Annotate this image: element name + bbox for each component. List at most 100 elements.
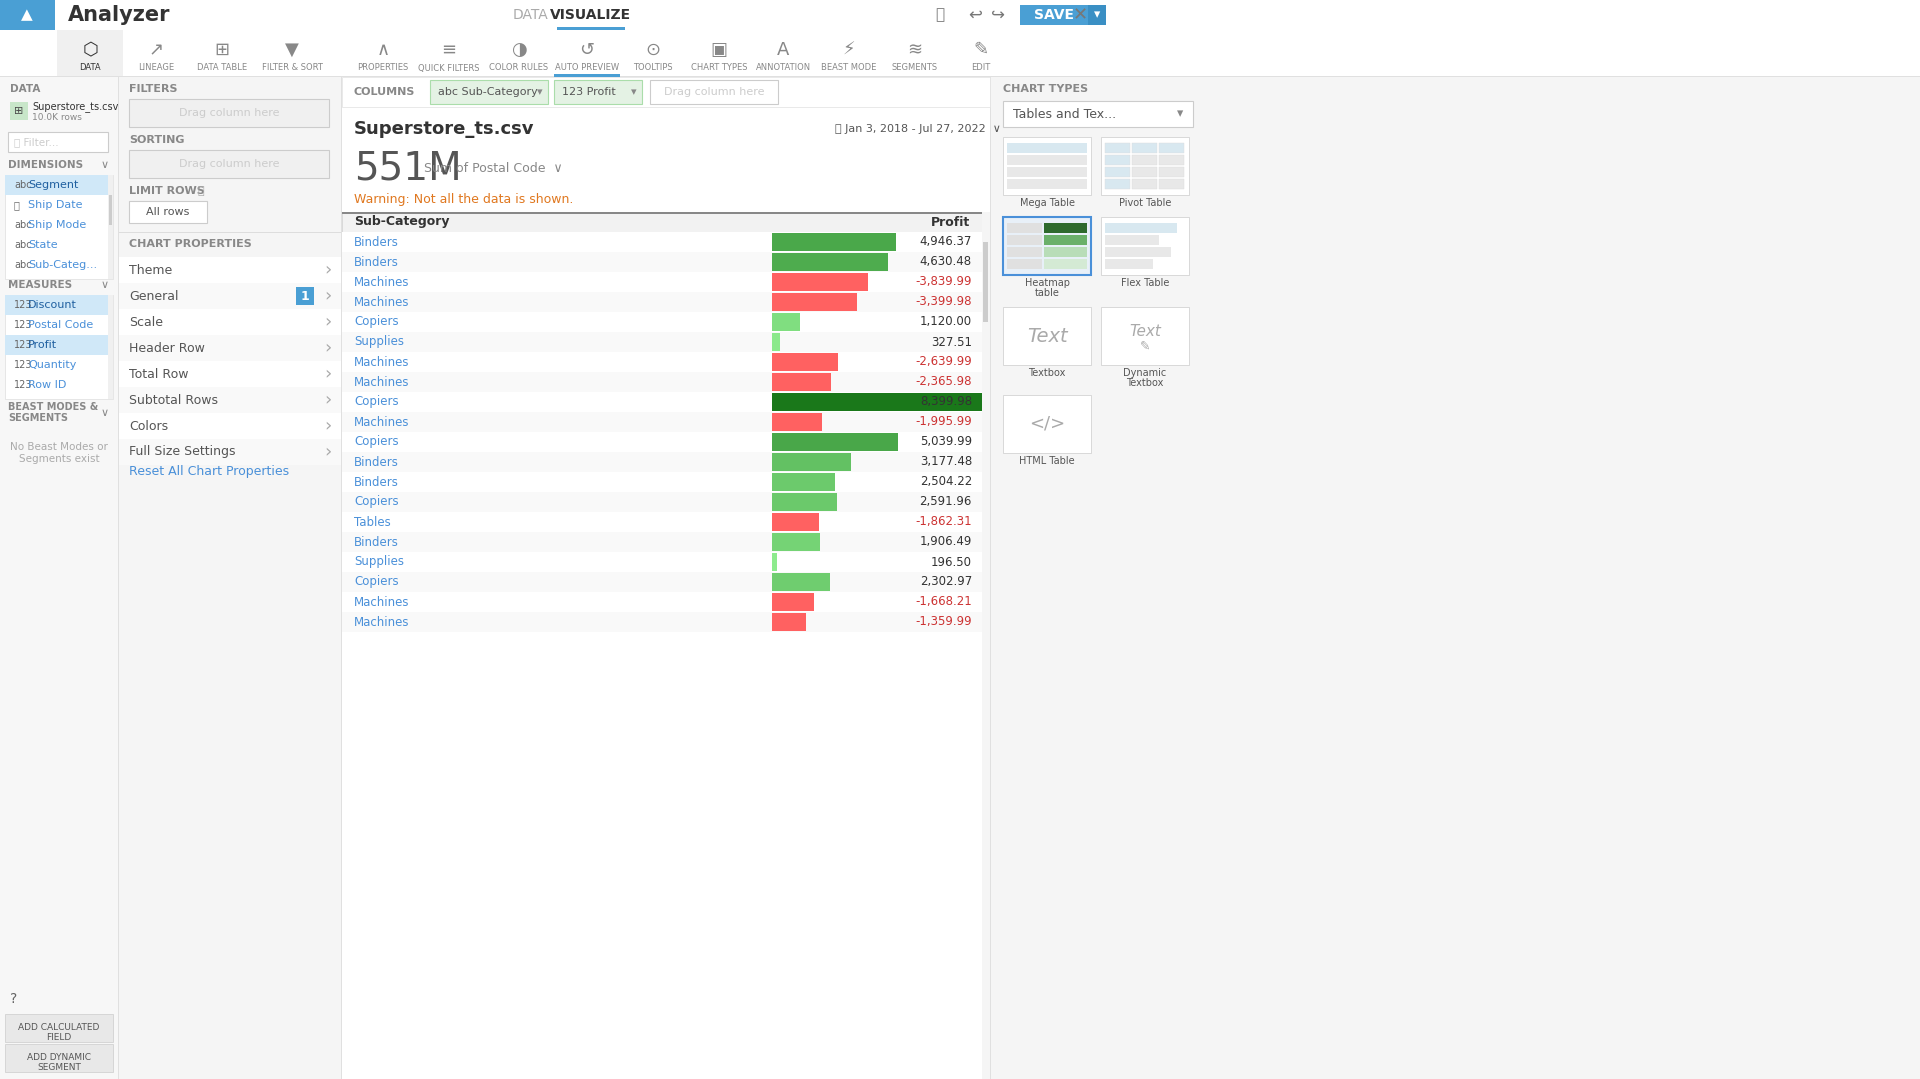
Text: DATA TABLE: DATA TABLE bbox=[198, 64, 248, 72]
Bar bbox=[1002, 101, 1192, 127]
Bar bbox=[129, 201, 207, 223]
Bar bbox=[1089, 5, 1106, 25]
Text: Warning: Not all the data is shown.: Warning: Not all the data is shown. bbox=[353, 192, 574, 205]
Bar bbox=[342, 572, 981, 592]
Text: ›: › bbox=[324, 339, 330, 357]
Text: Copiers: Copiers bbox=[353, 315, 399, 328]
Bar bbox=[1106, 223, 1177, 233]
Text: ⬡: ⬡ bbox=[83, 41, 98, 59]
Bar bbox=[342, 211, 981, 232]
Text: Copiers: Copiers bbox=[353, 495, 399, 508]
Bar bbox=[119, 387, 342, 413]
Text: QUICK FILTERS: QUICK FILTERS bbox=[419, 64, 480, 72]
Bar bbox=[0, 0, 56, 30]
Bar bbox=[772, 413, 822, 431]
Text: Text: Text bbox=[1027, 327, 1068, 345]
Text: 196.50: 196.50 bbox=[931, 556, 972, 569]
Text: Drag column here: Drag column here bbox=[179, 108, 278, 118]
Text: 🔍 Filter...: 🔍 Filter... bbox=[13, 137, 60, 147]
Text: Ship Mode: Ship Mode bbox=[29, 220, 86, 230]
Bar bbox=[772, 333, 780, 351]
Text: HTML Table: HTML Table bbox=[1020, 456, 1075, 466]
Bar bbox=[555, 74, 620, 77]
Text: Flex Table: Flex Table bbox=[1121, 278, 1169, 288]
Text: Sub-Category: Sub-Category bbox=[353, 216, 449, 229]
Bar bbox=[342, 332, 981, 352]
Bar bbox=[119, 334, 342, 361]
Text: Copiers: Copiers bbox=[353, 575, 399, 588]
Bar bbox=[1006, 235, 1043, 245]
Text: 10.0K rows: 10.0K rows bbox=[33, 113, 83, 123]
Bar bbox=[1020, 5, 1089, 25]
Text: ⊞: ⊞ bbox=[13, 106, 23, 117]
Bar bbox=[1100, 308, 1188, 365]
Text: Total Row: Total Row bbox=[129, 368, 188, 381]
Text: Header Row: Header Row bbox=[129, 341, 205, 355]
Text: No Beast Modes or: No Beast Modes or bbox=[10, 442, 108, 452]
Bar bbox=[342, 232, 981, 252]
Text: 551M: 551M bbox=[353, 150, 461, 188]
Bar bbox=[772, 554, 778, 571]
Text: TOOLTIPS: TOOLTIPS bbox=[634, 64, 672, 72]
Bar bbox=[342, 211, 981, 214]
Bar bbox=[119, 283, 342, 309]
Bar bbox=[6, 334, 113, 355]
Text: ›: › bbox=[324, 365, 330, 383]
Bar bbox=[129, 150, 328, 178]
Bar bbox=[108, 175, 113, 279]
Text: MEASURES: MEASURES bbox=[8, 279, 73, 290]
Bar bbox=[342, 552, 981, 572]
Text: COLOR RULES: COLOR RULES bbox=[490, 64, 549, 72]
Bar bbox=[1160, 155, 1185, 165]
Text: CHART PROPERTIES: CHART PROPERTIES bbox=[129, 240, 252, 249]
Text: ▾: ▾ bbox=[538, 87, 543, 97]
Bar bbox=[10, 103, 29, 120]
Text: Machines: Machines bbox=[353, 355, 409, 369]
Text: Copiers: Copiers bbox=[353, 436, 399, 449]
Text: ›: › bbox=[324, 443, 330, 461]
Text: SEGMENT: SEGMENT bbox=[36, 1063, 81, 1071]
Text: ▾: ▾ bbox=[1094, 9, 1100, 22]
Text: -1,995.99: -1,995.99 bbox=[916, 415, 972, 428]
Text: Heatmap: Heatmap bbox=[1025, 278, 1069, 288]
Bar bbox=[1006, 247, 1043, 257]
Bar bbox=[58, 30, 123, 77]
Text: Tables and Tex...: Tables and Tex... bbox=[1014, 108, 1116, 121]
Bar bbox=[1006, 155, 1087, 165]
Text: 2,302.97: 2,302.97 bbox=[920, 575, 972, 588]
Text: abc: abc bbox=[13, 260, 31, 270]
Bar bbox=[772, 293, 856, 311]
Bar bbox=[6, 295, 113, 399]
Bar bbox=[772, 252, 887, 271]
Text: Binders: Binders bbox=[353, 535, 399, 548]
Text: 🔧: 🔧 bbox=[935, 8, 945, 23]
Bar bbox=[772, 473, 835, 491]
Bar bbox=[1133, 144, 1158, 153]
Text: ▣: ▣ bbox=[710, 41, 728, 59]
Bar bbox=[1044, 235, 1087, 245]
Text: 123: 123 bbox=[13, 380, 33, 390]
Text: Machines: Machines bbox=[353, 596, 409, 609]
Text: Drag column here: Drag column here bbox=[664, 87, 764, 97]
Bar bbox=[1002, 137, 1091, 195]
Text: Sub-Categ...: Sub-Categ... bbox=[29, 260, 98, 270]
Bar bbox=[1100, 217, 1188, 275]
Text: Discount: Discount bbox=[29, 300, 77, 310]
Bar bbox=[772, 273, 868, 291]
Bar bbox=[1160, 167, 1185, 177]
Text: 1,120.00: 1,120.00 bbox=[920, 315, 972, 328]
Bar bbox=[342, 592, 981, 612]
Bar bbox=[342, 432, 981, 452]
Bar bbox=[557, 27, 626, 30]
Text: Subtotal Rows: Subtotal Rows bbox=[129, 394, 219, 407]
Bar bbox=[342, 472, 981, 492]
Text: ✎: ✎ bbox=[973, 41, 989, 59]
Text: Quantity: Quantity bbox=[29, 360, 77, 370]
Text: Theme: Theme bbox=[129, 263, 173, 276]
Bar bbox=[1002, 217, 1091, 275]
Text: AUTO PREVIEW: AUTO PREVIEW bbox=[555, 64, 618, 72]
Bar bbox=[342, 412, 981, 432]
Text: ≡: ≡ bbox=[442, 41, 457, 59]
Text: ADD DYNAMIC: ADD DYNAMIC bbox=[27, 1053, 90, 1063]
Text: Segment: Segment bbox=[29, 180, 79, 190]
